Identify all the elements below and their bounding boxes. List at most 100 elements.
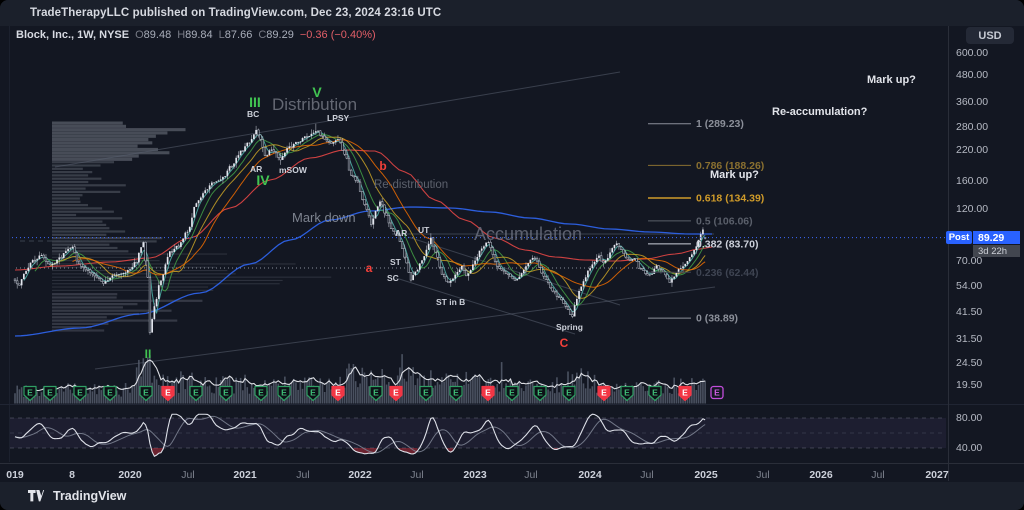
annotation-wave[interactable]: a: [366, 261, 373, 275]
time-axis-label: 2025: [694, 469, 718, 481]
earnings-badge[interactable]: [597, 385, 611, 402]
earnings-badge[interactable]: [103, 385, 117, 402]
ma-ribbon-line: [23, 131, 706, 314]
price-tick: 160.00: [956, 175, 989, 188]
earnings-badge[interactable]: [306, 385, 320, 402]
earnings-badge[interactable]: [161, 385, 175, 402]
annotation-wyckoff[interactable]: Spring: [556, 322, 583, 332]
earnings-badge[interactable]: [710, 385, 724, 400]
price-tick: 600.00: [956, 47, 989, 59]
annotation-wyckoff[interactable]: LPSY: [327, 113, 350, 123]
earnings-letter: E: [682, 388, 688, 398]
price-tick: 31.50: [956, 332, 983, 345]
earnings-badge[interactable]: [189, 385, 203, 402]
annotation-phase[interactable]: Mark up?: [710, 169, 759, 181]
earnings-badge[interactable]: [419, 385, 433, 402]
time-axis-label: Jul: [296, 469, 310, 481]
currency-button[interactable]: USD: [966, 27, 1014, 44]
earnings-badge[interactable]: [73, 385, 87, 402]
annotation-wave[interactable]: b: [379, 159, 386, 173]
earnings-letter: E: [143, 388, 149, 398]
annotation-wyckoff[interactable]: ST in B: [436, 297, 465, 307]
brand-name[interactable]: TradingView: [53, 489, 127, 503]
annotation-wyckoff[interactable]: AR: [395, 228, 407, 238]
annotation-phase[interactable]: Mark down: [292, 210, 356, 225]
low-value: 87.66: [224, 29, 253, 41]
earnings-badge[interactable]: [678, 385, 692, 402]
earnings-badge[interactable]: [620, 385, 634, 402]
earnings-badge[interactable]: [23, 385, 37, 402]
annotation-phase[interactable]: Distribution: [272, 95, 357, 114]
time-axis-label: 2021: [233, 469, 257, 481]
ma-red-line: [14, 149, 713, 271]
earnings-letter: E: [393, 388, 399, 398]
annotation-wyckoff[interactable]: UT: [418, 225, 430, 235]
time-axis-label: 2026: [809, 469, 833, 481]
trendline[interactable]: [94, 286, 716, 370]
annotation-wyckoff[interactable]: ST: [390, 257, 402, 267]
trendline[interactable]: [407, 236, 621, 306]
change-value: −0.36 (−0.40%): [299, 29, 376, 41]
price-tick: 70.00: [956, 255, 983, 268]
time-axis-label: Jul: [756, 469, 770, 481]
earnings-letter: E: [624, 388, 630, 398]
annotation-phase[interactable]: Mark up?: [867, 74, 916, 86]
earnings-badge[interactable]: [331, 385, 345, 402]
open-value: 89.48: [143, 29, 172, 41]
annotation-wyckoff[interactable]: SC: [387, 273, 399, 283]
time-axis-label: Jul: [871, 469, 885, 481]
tradingview-logo-icon[interactable]: [28, 489, 45, 503]
earnings-badge[interactable]: [389, 385, 403, 402]
symbol-legend[interactable]: Block, Inc., 1W, NYSE O89.48 H89.84 L87.…: [16, 29, 376, 41]
earnings-badge[interactable]: [254, 385, 268, 402]
last-price-label[interactable]: 89.29: [973, 231, 1020, 244]
low-label: L: [218, 29, 225, 41]
rsi-band: [10, 418, 946, 448]
earnings-letter: E: [423, 388, 429, 398]
annotation-wave[interactable]: II: [145, 347, 152, 361]
session-badge[interactable]: Post: [946, 231, 972, 244]
earnings-badge[interactable]: [505, 385, 519, 402]
footer-bar: TradingView: [0, 482, 1024, 510]
earnings-badge[interactable]: [219, 385, 233, 402]
earnings-badge[interactable]: [481, 385, 495, 402]
annotation-wave[interactable]: IV: [256, 172, 270, 188]
annotation-wave[interactable]: C: [560, 336, 569, 350]
earnings-letter: E: [373, 388, 379, 398]
price-tick: 480.00: [956, 68, 989, 81]
earnings-letter: E: [310, 388, 316, 398]
time-axis-label: 2023: [463, 469, 487, 481]
earnings-badge[interactable]: [533, 385, 547, 402]
earnings-badge[interactable]: [139, 385, 153, 402]
annotation-wyckoff[interactable]: AR: [250, 164, 262, 174]
trendline[interactable]: [54, 71, 621, 168]
annotation-phase[interactable]: Accumulation: [474, 224, 582, 244]
annotation-wave[interactable]: III: [249, 94, 261, 110]
chart-canvas[interactable]: 1 (289.23) 0.786 (188.26) 0.618 (134.39) 0.…: [0, 0, 1024, 482]
earnings-badge[interactable]: [449, 385, 463, 402]
earnings-letter: E: [223, 388, 229, 398]
earnings-badge[interactable]: [277, 385, 291, 402]
fib-level-label: 0.786 (188.26): [696, 160, 764, 172]
time-axis-label: Jul: [181, 469, 195, 481]
trendline[interactable]: [395, 277, 576, 335]
earnings-badge[interactable]: [562, 385, 576, 402]
annotation-wyckoff[interactable]: BC: [247, 109, 259, 119]
earnings-letter: E: [566, 388, 572, 398]
annotation-wyckoff[interactable]: mSOW: [279, 165, 308, 175]
time-axis[interactable]: 019 8 2020 Jul 2021 Jul 2022 Jul 2023 Jul 2024 Jul 2…: [0, 464, 948, 482]
earnings-letter: E: [47, 388, 53, 398]
annotation-phase[interactable]: Re-distribution: [374, 179, 448, 191]
ma-ribbon-line: [72, 139, 706, 288]
annotation-phase[interactable]: Re-accumulation?: [772, 106, 868, 118]
fib-level-label: 0.382 (83.70): [696, 238, 758, 250]
close-value: 89.29: [266, 29, 294, 41]
earnings-badge[interactable]: [43, 385, 57, 402]
earnings-badge[interactable]: [369, 385, 383, 402]
price-tick: 41.50: [956, 305, 983, 318]
earnings-badge[interactable]: [648, 385, 662, 402]
fib-level-label: 0.5 (106.06): [696, 215, 753, 227]
annotation-wave[interactable]: V: [312, 84, 322, 100]
high-value: 89.84: [185, 29, 213, 41]
time-axis-label: 019: [6, 469, 24, 481]
